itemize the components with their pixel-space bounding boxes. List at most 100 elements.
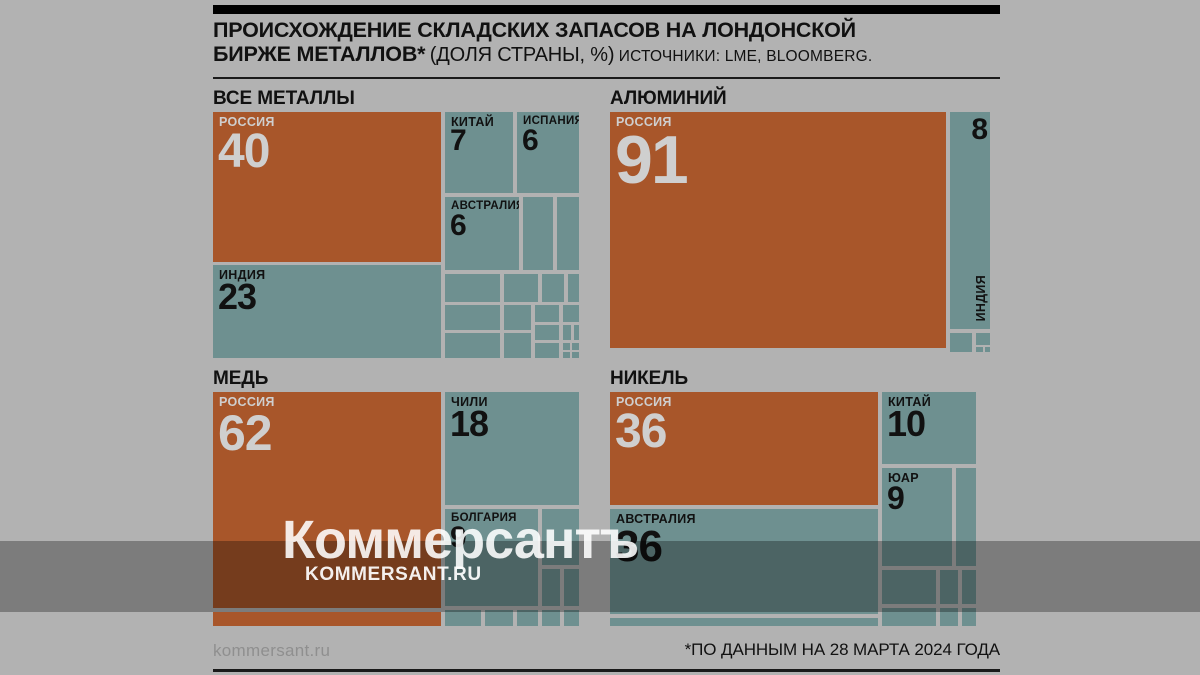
panel-nickel: НИКЕЛЬ РОССИЯ 36 АВСТРАЛИЯ 36 КИТАЙ 10 Ю… <box>610 368 1000 628</box>
tile-other[interactable] <box>542 509 579 565</box>
tile-value: 7 <box>450 124 467 157</box>
tile-other[interactable] <box>542 610 560 626</box>
treemap-nickel: РОССИЯ 36 АВСТРАЛИЯ 36 КИТАЙ 10 ЮАР 9 <box>610 392 1000 626</box>
panel-copper: МЕДЬ РОССИЯ 62 ЧИЛИ 18 БОЛГАРИЯ 9 <box>213 368 603 628</box>
tile-india[interactable]: ИНДИЯ 8 <box>950 112 990 329</box>
tile-other[interactable] <box>445 610 481 626</box>
panel-title-all-metals: ВСЕ МЕТАЛЛЫ <box>213 88 355 109</box>
panel-title-aluminium: АЛЮМИНИЙ <box>610 88 727 109</box>
footer-divider <box>213 669 1000 672</box>
tile-other[interactable] <box>610 618 878 626</box>
tile-china[interactable]: КИТАЙ 7 <box>445 112 513 193</box>
tile-other[interactable] <box>976 333 990 345</box>
title-line-1: ПРОИСХОЖДЕНИЕ СКЛАДСКИХ ЗАПАСОВ НА ЛОНДО… <box>213 18 856 42</box>
tile-other[interactable] <box>882 608 936 626</box>
tile-other[interactable] <box>504 333 531 358</box>
tile-other[interactable] <box>563 352 570 358</box>
panel-title-copper: МЕДЬ <box>213 368 269 389</box>
tile-value: 23 <box>218 276 257 317</box>
tile-south-africa[interactable]: ЮАР 9 <box>882 468 952 566</box>
tile-label: ИНДИЯ <box>219 268 266 282</box>
tile-other[interactable] <box>962 570 976 604</box>
tile-china[interactable]: КИТАЙ 10 <box>882 392 976 464</box>
tile-label: ЮАР <box>888 471 919 485</box>
tile-label: АВСТРАЛИЯ <box>451 200 519 212</box>
tile-other[interactable] <box>542 569 560 606</box>
panel-title-nickel: НИКЕЛЬ <box>610 368 689 389</box>
panel-aluminium: АЛЮМИНИЙ РОССИЯ 91 ИНДИЯ 8 <box>610 88 1000 358</box>
title-line-2: БИРЖЕ МЕТАЛЛОВ* <box>213 42 426 67</box>
tile-other[interactable] <box>563 305 579 322</box>
tile-other[interactable] <box>568 274 579 302</box>
tile-other[interactable] <box>535 343 559 358</box>
tile-other[interactable] <box>535 305 559 322</box>
tile-russia[interactable]: РОССИЯ 91 <box>610 112 946 348</box>
tile-value: 36 <box>615 405 667 458</box>
top-divider <box>213 5 1000 14</box>
tile-other[interactable] <box>950 333 972 352</box>
tile-value: 6 <box>450 209 467 242</box>
tile-label: РОССИЯ <box>616 115 672 129</box>
tile-other[interactable] <box>564 569 579 606</box>
tile-other[interactable] <box>445 274 500 302</box>
tile-other[interactable] <box>485 610 513 626</box>
tile-india[interactable]: ИНДИЯ 23 <box>213 265 441 358</box>
tile-value: 40 <box>218 125 270 178</box>
tile-label: КИТАЙ <box>888 395 931 409</box>
tile-other[interactable] <box>445 333 500 358</box>
tile-other[interactable] <box>542 274 564 302</box>
sources-label: ИСТОЧНИКИ: LME, BLOOMBERG. <box>618 48 873 66</box>
tile-other[interactable] <box>504 305 531 330</box>
tile-label: ИСПАНИЯ <box>523 115 579 127</box>
tile-other[interactable] <box>976 347 983 352</box>
tile-other[interactable] <box>523 197 553 270</box>
watermark-band <box>0 541 1200 612</box>
footnote: *ПО ДАННЫМ НА 28 МАРТА 2024 ГОДА <box>684 640 1000 659</box>
tile-bulgaria[interactable]: БОЛГАРИЯ 9 <box>445 509 538 606</box>
tile-other[interactable] <box>940 570 958 604</box>
tile-other[interactable] <box>563 343 570 350</box>
kommersant-logo: Коммерсантъ <box>282 510 639 570</box>
tile-label: ЧИЛИ <box>451 395 488 409</box>
tile-value: 9 <box>450 521 467 554</box>
tile-value: 91 <box>615 122 689 198</box>
tile-other[interactable] <box>962 608 976 626</box>
tile-other[interactable] <box>445 305 500 330</box>
tile-label: КИТАЙ <box>451 115 494 129</box>
tile-australia[interactable]: АВСТРАЛИЯ 36 <box>610 509 878 614</box>
treemap-all-metals: РОССИЯ 40 ИНДИЯ 23 КИТАЙ 7 ИСПАНИЯ 6 АВС… <box>213 112 603 358</box>
tile-chile[interactable]: ЧИЛИ 18 <box>445 392 579 505</box>
kommersant-url-watermark: KOMMERSANT.RU <box>305 564 482 585</box>
footer-site[interactable]: kommersant.ru <box>213 641 331 660</box>
tile-australia[interactable]: АВСТРАЛИЯ 6 <box>445 197 519 270</box>
tile-value: 6 <box>522 124 539 157</box>
tile-label: БОЛГАРИЯ <box>451 512 517 524</box>
tile-value: 9 <box>887 480 905 516</box>
tile-other[interactable] <box>940 608 958 626</box>
tile-other[interactable] <box>572 343 579 350</box>
tile-other[interactable] <box>956 468 976 566</box>
header-divider <box>213 77 1000 79</box>
tile-other[interactable] <box>563 325 571 340</box>
tile-label: РОССИЯ <box>219 395 275 409</box>
tile-other[interactable] <box>517 610 538 626</box>
tile-other[interactable] <box>882 570 936 604</box>
tile-other[interactable] <box>535 325 559 340</box>
tile-other[interactable] <box>557 197 579 270</box>
tile-label: РОССИЯ <box>219 115 275 129</box>
tile-value: 18 <box>450 403 489 444</box>
tile-russia[interactable]: РОССИЯ 62 <box>213 392 441 608</box>
tile-value: 10 <box>887 403 926 444</box>
page-title: ПРОИСХОЖДЕНИЕ СКЛАДСКИХ ЗАПАСОВ НА ЛОНДО… <box>213 18 1003 66</box>
tile-other[interactable] <box>572 352 579 358</box>
tile-other[interactable] <box>985 347 990 352</box>
tile-spain[interactable]: ИСПАНИЯ 6 <box>517 112 579 193</box>
tile-russia[interactable]: РОССИЯ 36 <box>610 392 878 505</box>
panel-all-metals: ВСЕ МЕТАЛЛЫ РОССИЯ 40 ИНДИЯ 23 КИТАЙ 7 И… <box>213 88 603 358</box>
tile-other[interactable] <box>213 612 441 626</box>
tile-other[interactable] <box>574 325 579 340</box>
tile-other[interactable] <box>504 274 538 302</box>
tile-other[interactable] <box>564 610 579 626</box>
tile-russia[interactable]: РОССИЯ 40 <box>213 112 441 262</box>
